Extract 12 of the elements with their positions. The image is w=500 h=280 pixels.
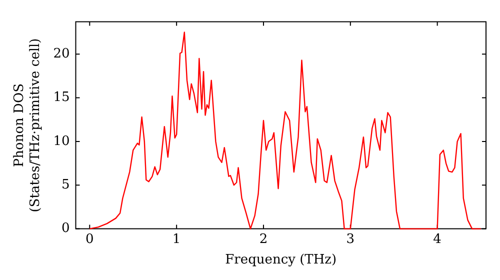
x-tick-label: 1 [172,232,181,247]
y-tick-label: 15 [53,90,70,106]
x-tick-label: 2 [259,232,268,247]
y-tick-label: 5 [61,178,70,193]
x-tick-label: 0 [86,232,94,247]
y-tick-label: 10 [53,134,70,149]
y-axis-title: Phonon DOS (States/THz·primitive cell) [12,38,43,212]
y-tick-label: 0 [61,221,70,236]
y-tick-label: 20 [53,46,70,62]
x-axis-title: Frequency (THz) [225,252,337,268]
x-tick-label: 4 [433,232,442,247]
x-tick-label: 3 [346,232,355,247]
